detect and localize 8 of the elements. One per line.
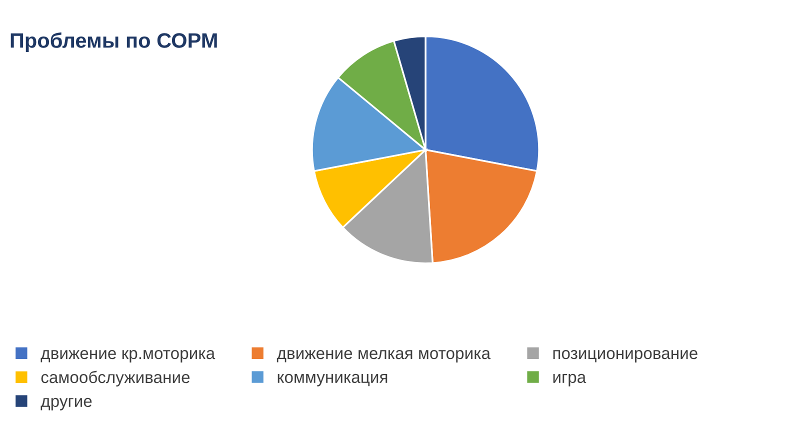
legend-label: игра (553, 374, 586, 386)
legend-label: движение кр.моторика (40, 350, 216, 362)
legend-label: другие (40, 398, 92, 410)
legend-label: позиционирование (553, 350, 698, 362)
legend-label: самообслуживание (41, 370, 190, 386)
chart-title: Проблемы по СОРМ (10, 32, 217, 52)
legend-label: движение мелкая моторика (276, 350, 491, 362)
legend-label: коммуникация (278, 374, 388, 386)
